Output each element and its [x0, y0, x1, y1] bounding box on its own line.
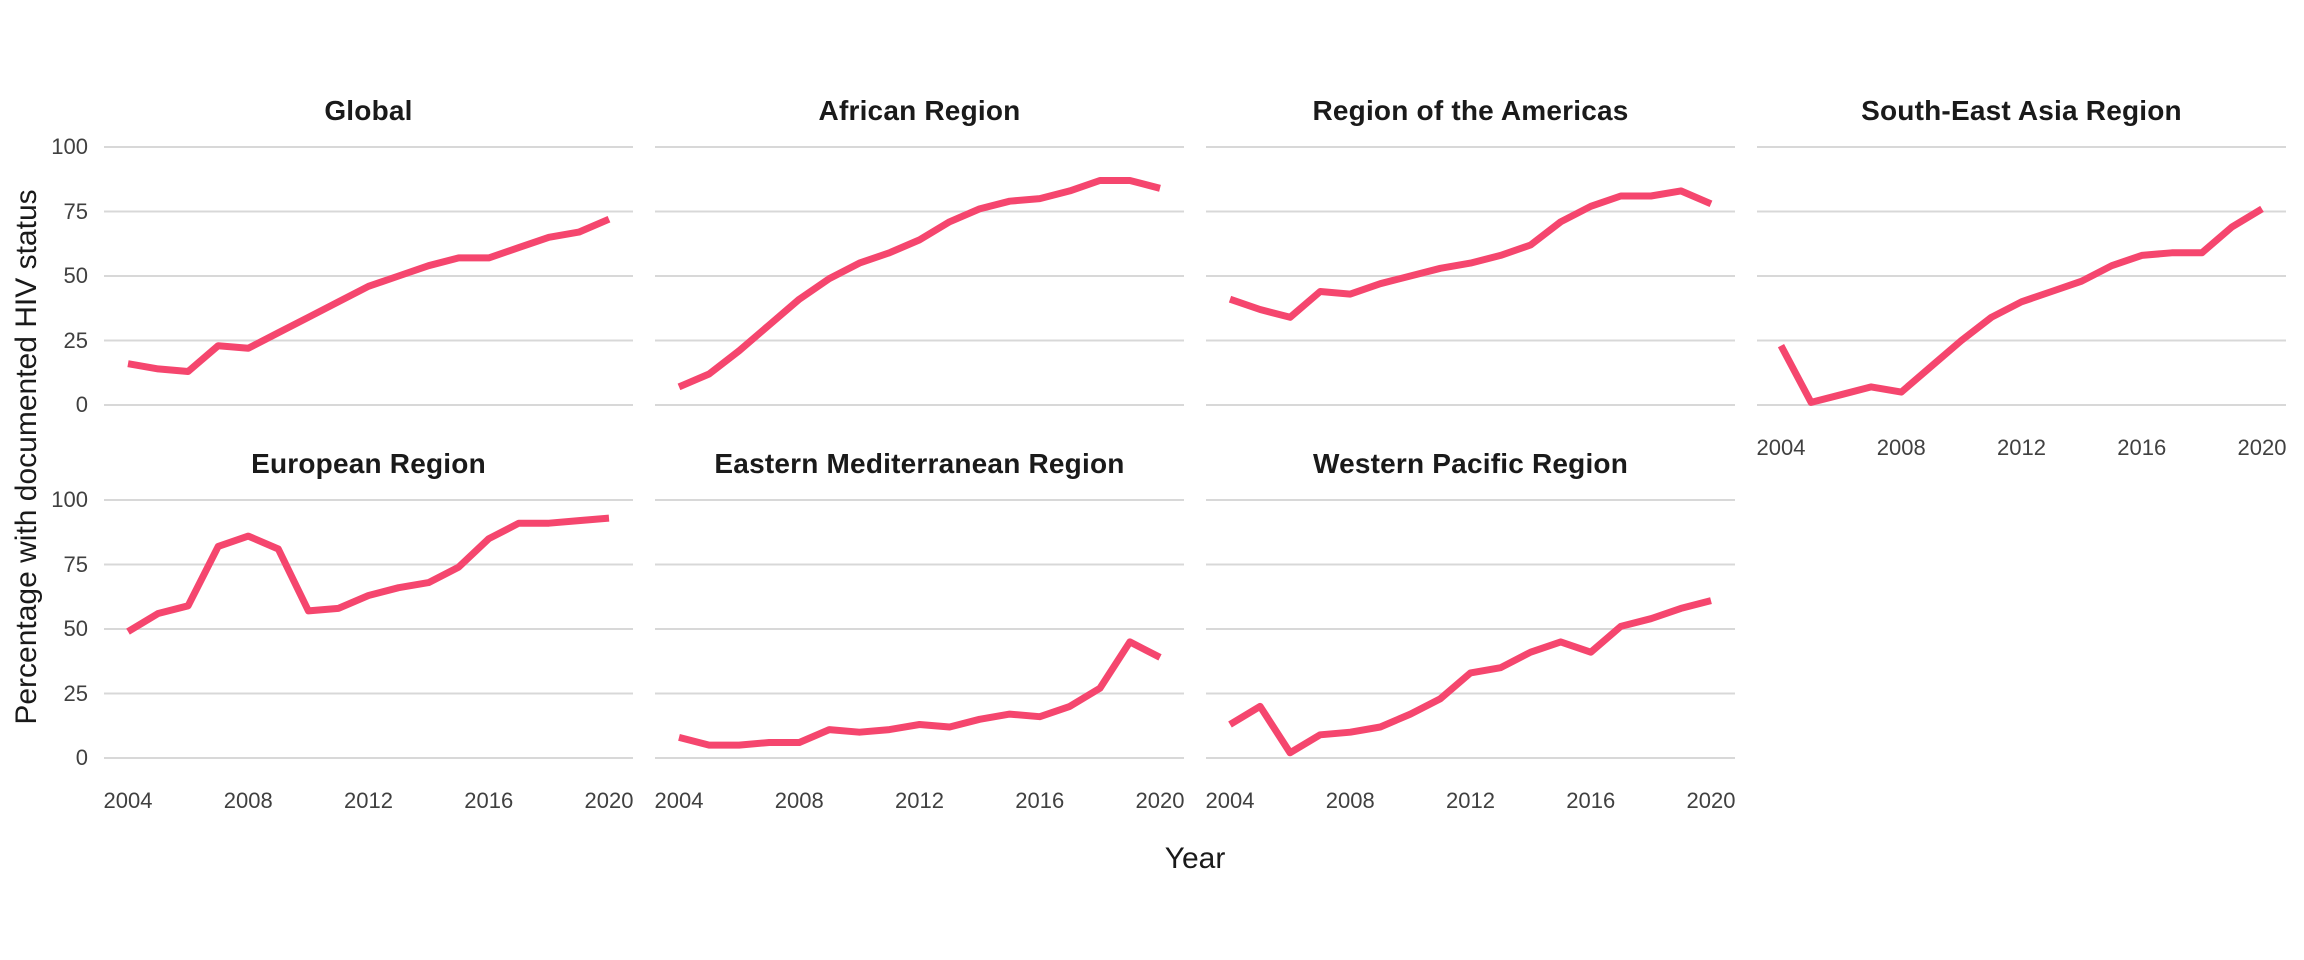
data-line: [127, 215, 611, 375]
facet-title: Global: [324, 95, 413, 126]
facet-plot: [1757, 146, 2286, 406]
x-tick-label: 2004: [103, 788, 153, 813]
facet-title: European Region: [251, 448, 486, 479]
x-tick-label: 2012: [344, 788, 393, 813]
facet-title: African Region: [818, 95, 1021, 126]
y-tick-label: 75: [63, 551, 88, 577]
facet-plot: [655, 146, 1184, 406]
x-tick-label: 2008: [1325, 788, 1375, 813]
facet-plot: [1206, 146, 1735, 406]
x-tick-label: 2012: [1446, 788, 1495, 813]
facet-plot: [1206, 499, 1735, 759]
x-tick-label: 2004: [654, 788, 704, 813]
x-tick-label: 2012: [895, 788, 944, 813]
x-tick-label: 2020: [1686, 788, 1736, 813]
y-tick-label: 25: [63, 680, 88, 706]
facet-title: Region of the Americas: [1312, 95, 1629, 126]
x-tick-label: 2016: [1015, 788, 1065, 813]
facet-title: South-East Asia Region: [1861, 95, 2182, 126]
data-line: [1777, 205, 2264, 406]
data-line: [1228, 597, 1712, 757]
x-tick-label: 2016: [464, 788, 514, 813]
y-tick-label: 0: [75, 392, 88, 417]
x-tick-label: 2012: [1997, 435, 2046, 460]
data-line: [678, 638, 1162, 749]
x-tick-label: 2008: [1876, 435, 1926, 460]
x-tick-label: 2020: [2237, 435, 2287, 460]
x-tick-label: 2004: [1205, 788, 1255, 813]
data-line: [1228, 187, 1713, 321]
data-line: [677, 177, 1161, 391]
y-tick-label: 50: [63, 616, 88, 641]
x-tick-label: 2008: [223, 788, 273, 813]
y-tick-label: 75: [63, 198, 88, 224]
x-tick-label: 2016: [2117, 435, 2167, 460]
y-tick-label: 0: [75, 745, 88, 770]
x-tick-label: 2020: [1135, 788, 1185, 813]
facet-title: Eastern Mediterranean Region: [714, 448, 1125, 479]
x-tick-label: 2016: [1566, 788, 1616, 813]
facet-title: Western Pacific Region: [1312, 448, 1629, 479]
facet-plot: [655, 499, 1184, 759]
x-axis-title: Year: [1164, 842, 1226, 875]
facet-plot: [104, 146, 633, 406]
x-tick-label: 2004: [1756, 435, 1806, 460]
facet-plot: [104, 499, 633, 759]
y-tick-label: 100: [51, 134, 88, 159]
y-tick-label: 25: [63, 327, 88, 353]
x-tick-label: 2020: [584, 788, 634, 813]
data-line: [126, 514, 610, 635]
y-tick-label: 100: [51, 487, 88, 512]
x-tick-label: 2008: [774, 788, 824, 813]
y-axis-title: Percentage with documented HIV status: [10, 189, 43, 725]
y-tick-label: 50: [63, 263, 88, 288]
